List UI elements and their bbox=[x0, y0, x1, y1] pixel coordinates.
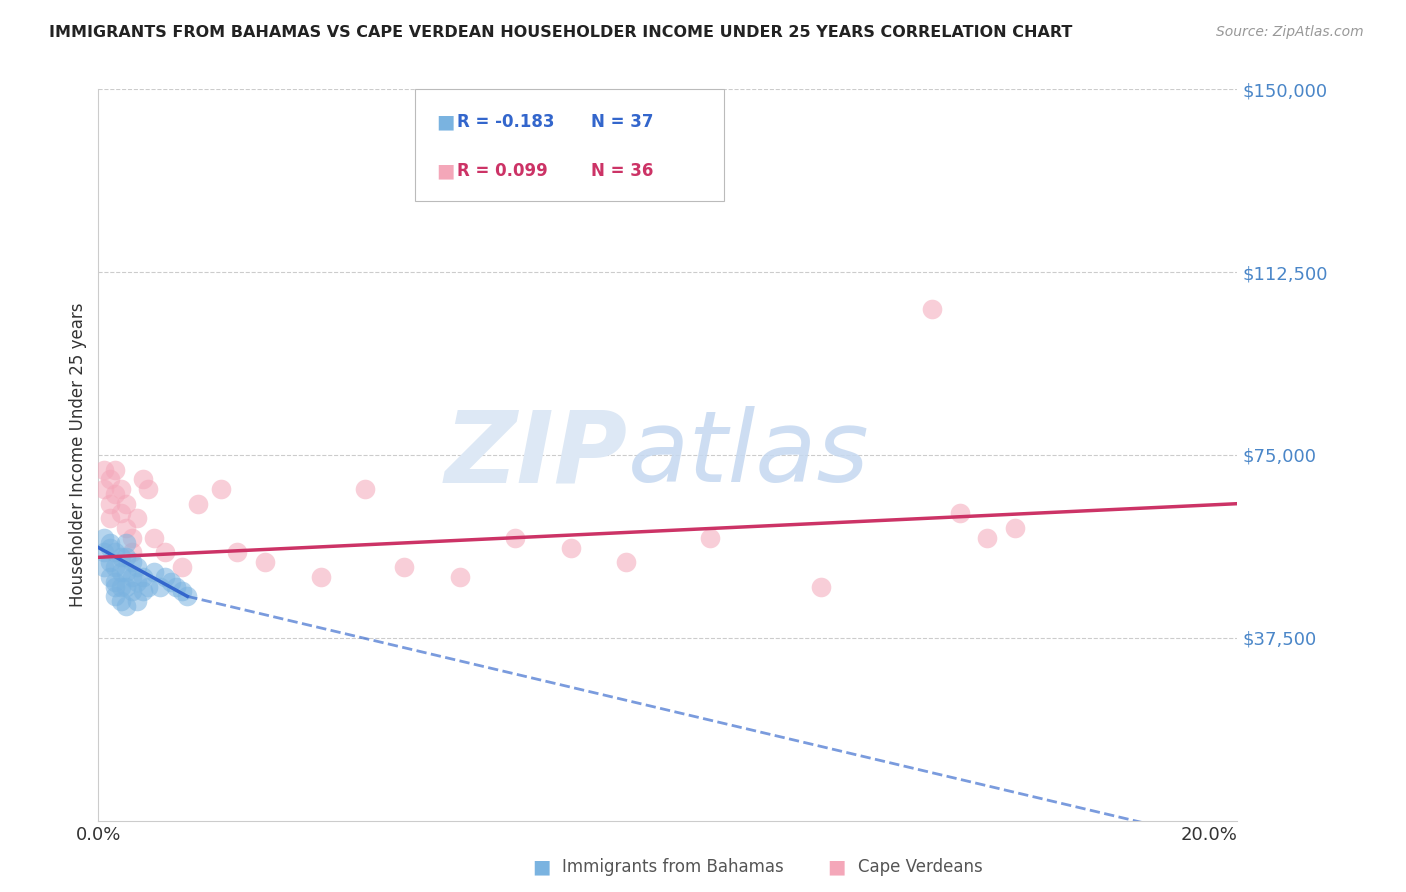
Point bbox=[1004, 521, 1026, 535]
Point bbox=[170, 560, 193, 574]
Text: R = -0.183: R = -0.183 bbox=[457, 113, 554, 131]
Point bbox=[110, 507, 132, 521]
Text: Source: ZipAtlas.com: Source: ZipAtlas.com bbox=[1216, 25, 1364, 39]
Point bbox=[98, 472, 121, 486]
Point bbox=[170, 584, 193, 599]
Point bbox=[127, 574, 149, 589]
Point bbox=[115, 497, 138, 511]
Point bbox=[115, 565, 138, 579]
Point bbox=[176, 590, 198, 604]
Point bbox=[93, 482, 115, 496]
Point bbox=[392, 560, 415, 574]
Point bbox=[104, 487, 127, 501]
Point bbox=[121, 555, 143, 569]
Point bbox=[127, 594, 149, 608]
Point bbox=[948, 507, 970, 521]
Text: ZIP: ZIP bbox=[444, 407, 628, 503]
Point bbox=[93, 462, 115, 476]
Point bbox=[132, 570, 155, 584]
Point bbox=[110, 550, 132, 565]
Point bbox=[115, 550, 138, 565]
Point bbox=[143, 565, 166, 579]
Point bbox=[98, 541, 121, 555]
Point bbox=[121, 531, 143, 545]
Point bbox=[104, 580, 127, 594]
Point bbox=[153, 545, 176, 559]
Y-axis label: Householder Income Under 25 years: Householder Income Under 25 years bbox=[69, 302, 87, 607]
Point bbox=[104, 590, 127, 604]
Point bbox=[354, 482, 377, 496]
Point bbox=[226, 545, 249, 559]
Point bbox=[187, 497, 209, 511]
Point bbox=[614, 555, 637, 569]
Point bbox=[110, 482, 132, 496]
Point bbox=[98, 511, 121, 525]
Point bbox=[98, 497, 121, 511]
Point bbox=[309, 570, 332, 584]
Point bbox=[121, 570, 143, 584]
Point bbox=[110, 594, 132, 608]
Point bbox=[699, 531, 721, 545]
Point bbox=[159, 574, 181, 589]
Point bbox=[104, 462, 127, 476]
Point bbox=[254, 555, 277, 569]
Point bbox=[115, 521, 138, 535]
Point bbox=[115, 535, 138, 549]
Text: ■: ■ bbox=[436, 161, 454, 181]
Point bbox=[127, 560, 149, 574]
Point bbox=[143, 531, 166, 545]
Text: R = 0.099: R = 0.099 bbox=[457, 162, 548, 180]
Point bbox=[138, 482, 160, 496]
Point bbox=[110, 580, 132, 594]
Point bbox=[115, 580, 138, 594]
Point bbox=[104, 560, 127, 574]
Point bbox=[121, 545, 143, 559]
Point bbox=[121, 584, 143, 599]
Point bbox=[93, 545, 115, 559]
Text: IMMIGRANTS FROM BAHAMAS VS CAPE VERDEAN HOUSEHOLDER INCOME UNDER 25 YEARS CORREL: IMMIGRANTS FROM BAHAMAS VS CAPE VERDEAN … bbox=[49, 25, 1073, 40]
Point bbox=[98, 570, 121, 584]
Text: atlas: atlas bbox=[628, 407, 870, 503]
Point bbox=[449, 570, 471, 584]
Point bbox=[115, 599, 138, 613]
Point bbox=[132, 472, 155, 486]
Point bbox=[127, 511, 149, 525]
Point bbox=[138, 580, 160, 594]
Point bbox=[104, 574, 127, 589]
Point bbox=[104, 545, 127, 559]
Point bbox=[560, 541, 582, 555]
Point bbox=[98, 535, 121, 549]
Text: Immigrants from Bahamas: Immigrants from Bahamas bbox=[562, 858, 785, 876]
Point bbox=[165, 580, 187, 594]
Point bbox=[93, 531, 115, 545]
Point bbox=[976, 531, 998, 545]
Point bbox=[810, 580, 832, 594]
Text: N = 36: N = 36 bbox=[591, 162, 652, 180]
Text: N = 37: N = 37 bbox=[591, 113, 652, 131]
Point bbox=[132, 584, 155, 599]
Point bbox=[110, 565, 132, 579]
Text: ■: ■ bbox=[531, 857, 551, 877]
Point bbox=[921, 301, 943, 316]
Text: ■: ■ bbox=[436, 112, 454, 132]
Point bbox=[93, 560, 115, 574]
Text: ■: ■ bbox=[827, 857, 846, 877]
Point bbox=[209, 482, 232, 496]
Point bbox=[148, 580, 170, 594]
Point bbox=[153, 570, 176, 584]
Point bbox=[98, 555, 121, 569]
Point bbox=[503, 531, 526, 545]
Text: Cape Verdeans: Cape Verdeans bbox=[858, 858, 983, 876]
